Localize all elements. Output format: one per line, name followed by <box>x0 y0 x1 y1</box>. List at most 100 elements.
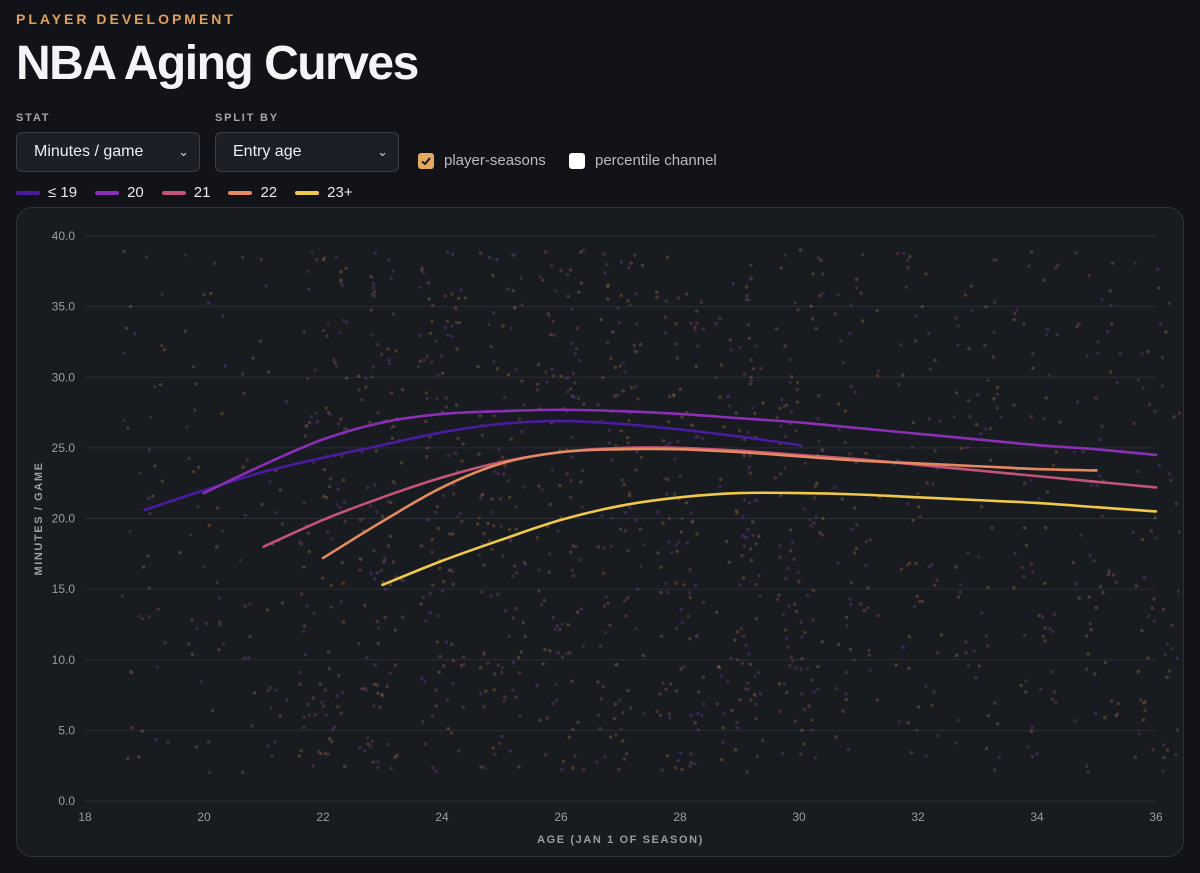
player-season-point <box>326 323 330 327</box>
legend-item[interactable]: 21 <box>161 184 210 201</box>
player-season-point <box>702 600 706 605</box>
player-season-point <box>160 343 164 348</box>
legend-item[interactable]: 20 <box>95 184 144 201</box>
legend-item[interactable]: ≤ 19 <box>16 184 77 201</box>
player-season-point <box>500 554 505 558</box>
player-season-point <box>372 483 377 487</box>
player-season-point <box>579 607 584 611</box>
player-season-point <box>189 533 193 537</box>
x-tick-label: 32 <box>911 810 925 824</box>
player-season-point <box>606 284 610 288</box>
player-season-point <box>602 252 606 256</box>
player-season-point <box>912 604 917 609</box>
player-season-point <box>357 388 361 392</box>
player-season-point <box>799 667 803 671</box>
legend-item[interactable]: 22 <box>228 184 277 201</box>
player-season-point <box>443 294 447 298</box>
player-season-point <box>380 514 385 519</box>
player-season-point <box>599 697 604 701</box>
player-season-point <box>1108 370 1113 374</box>
player-season-point <box>577 358 582 363</box>
player-season-point <box>511 574 515 578</box>
player-season-point <box>430 319 434 324</box>
split-select[interactable]: Entry age ⌄ <box>215 132 399 172</box>
player-season-point <box>278 488 283 492</box>
player-season-point <box>199 680 204 684</box>
legend-item[interactable]: 23+ <box>295 184 353 201</box>
player-season-point <box>954 391 959 395</box>
player-season-point <box>138 471 142 475</box>
player-season-point <box>1157 463 1162 468</box>
player-season-point <box>391 269 395 274</box>
player-season-point <box>937 419 942 423</box>
player-season-point <box>680 620 684 625</box>
player-season-point <box>501 472 506 476</box>
player-season-point <box>210 708 215 713</box>
checkbox-unchecked-icon[interactable] <box>569 152 585 169</box>
player-season-point <box>1106 572 1111 576</box>
player-season-point <box>362 603 367 608</box>
checkbox-checked-icon[interactable] <box>418 152 434 169</box>
player-season-point <box>368 420 372 424</box>
player-season-point <box>580 468 585 473</box>
legend-label: ≤ 19 <box>48 184 78 201</box>
player-season-point <box>1165 642 1169 646</box>
player-season-point <box>375 509 379 514</box>
player-season-point <box>339 600 343 604</box>
player-season-point <box>611 330 615 334</box>
player-season-point <box>273 688 278 693</box>
player-season-point <box>450 324 454 328</box>
player-season-point <box>336 705 340 709</box>
player-season-point <box>992 300 997 304</box>
player-season-point <box>691 519 695 523</box>
player-season-point <box>788 528 793 532</box>
player-season-point <box>674 689 679 693</box>
player-season-point <box>1146 656 1150 660</box>
player-season-point <box>366 736 370 740</box>
legend-label: 22 <box>260 184 278 201</box>
player-season-point <box>658 692 662 696</box>
player-season-point <box>918 599 922 603</box>
player-season-point <box>789 409 794 414</box>
player-season-point <box>401 388 405 392</box>
player-season-point <box>1044 333 1049 337</box>
player-seasons-toggle[interactable]: player-seasons <box>418 152 546 169</box>
player-season-point <box>1101 590 1105 595</box>
player-season-point <box>476 364 480 369</box>
player-season-point <box>805 593 810 597</box>
player-season-point <box>458 511 463 516</box>
player-season-point <box>629 386 634 390</box>
player-season-point <box>1153 409 1157 413</box>
player-season-point <box>329 740 334 744</box>
x-tick-label: 36 <box>1149 810 1163 824</box>
player-season-point <box>854 546 859 551</box>
player-season-point <box>808 517 812 522</box>
player-season-point <box>749 558 754 562</box>
player-season-point <box>642 542 646 547</box>
player-season-point <box>375 765 380 770</box>
player-season-point <box>374 449 378 453</box>
player-season-point <box>628 303 633 307</box>
player-season-point <box>202 292 206 297</box>
player-season-point <box>1027 264 1031 268</box>
player-season-point <box>321 576 325 580</box>
player-season-point <box>738 345 742 349</box>
player-season-point <box>924 684 928 689</box>
percentile-channel-toggle[interactable]: percentile channel <box>569 152 717 169</box>
player-season-point <box>370 375 374 379</box>
player-season-point <box>498 741 502 745</box>
player-season-point <box>547 552 552 556</box>
player-season-point <box>1114 580 1119 585</box>
stat-select[interactable]: Minutes / game ⌄ <box>16 132 200 172</box>
player-season-point <box>616 306 620 311</box>
player-season-point <box>761 401 765 405</box>
player-season-point <box>927 417 931 421</box>
player-season-point <box>369 275 373 279</box>
player-season-point <box>908 254 912 259</box>
player-season-point <box>299 592 304 596</box>
player-season-point <box>446 726 450 731</box>
player-season-point <box>1161 743 1166 747</box>
player-season-point <box>537 589 541 593</box>
player-season-point <box>729 348 734 352</box>
player-season-point <box>793 719 797 723</box>
